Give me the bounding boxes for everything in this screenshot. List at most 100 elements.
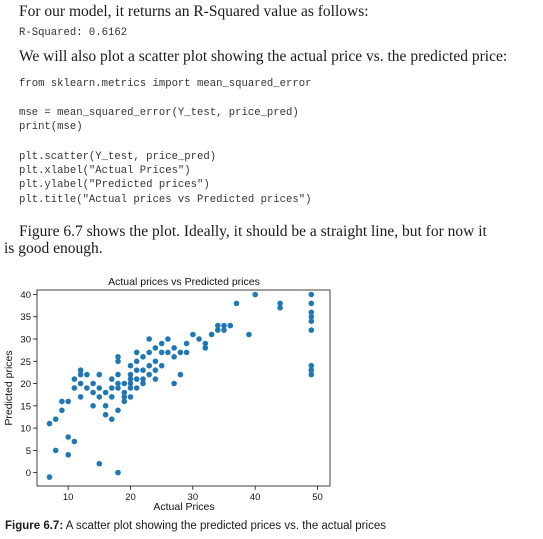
scatter-point xyxy=(152,358,159,365)
scatter-chart: Actual prices vs Predicted prices 10 20 30… xyxy=(3,276,331,513)
scatter-point xyxy=(121,389,128,396)
scatter-point xyxy=(221,322,227,329)
scatter-point xyxy=(109,376,115,382)
scatter-point xyxy=(90,380,96,387)
scatter-point xyxy=(127,385,134,391)
scatter-point xyxy=(115,385,121,391)
scatter-point xyxy=(52,447,59,454)
scatter-point xyxy=(308,309,315,316)
data-points xyxy=(46,291,315,480)
x-tick-label: 40 xyxy=(250,492,261,503)
scatter-point xyxy=(65,452,71,458)
scatter-point xyxy=(102,389,109,396)
paragraph-3-line1: Figure 6.7 shows the plot. Ideally, it s… xyxy=(19,223,487,240)
scatter-point xyxy=(146,371,152,378)
scatter-point xyxy=(183,349,190,356)
scatter-point xyxy=(196,336,202,342)
scatter-point xyxy=(71,376,78,382)
scatter-point xyxy=(308,313,315,320)
scatter-point xyxy=(84,385,90,391)
scatter-point xyxy=(308,300,315,307)
scatter-point xyxy=(165,336,171,342)
scatter-point xyxy=(152,367,159,373)
scatter-point xyxy=(90,389,96,396)
scatter-point xyxy=(308,362,315,369)
scatter-point xyxy=(121,394,128,400)
scatter-point xyxy=(252,291,258,298)
scatter-point xyxy=(133,349,140,356)
code-plot-line3: plt.ylabel("Predicted prices") xyxy=(19,179,210,191)
scatter-point xyxy=(84,371,90,378)
scatter-point xyxy=(152,376,159,382)
scatter-point xyxy=(277,300,283,307)
scatter-point xyxy=(308,291,315,298)
scatter-point xyxy=(96,371,103,378)
scatter-point xyxy=(140,367,146,373)
scatter-point xyxy=(246,331,252,338)
scatter-point xyxy=(127,380,134,387)
code-r-squared: R-Squared: 0.6162 xyxy=(19,27,128,39)
scatter-point xyxy=(115,358,121,365)
scatter-point xyxy=(183,340,190,347)
scatter-point xyxy=(152,345,159,351)
scatter-point xyxy=(115,371,121,378)
caption-text: A scatter plot showing the predicted pri… xyxy=(63,520,386,532)
scatter-point xyxy=(102,403,109,409)
scatter-point xyxy=(77,367,84,373)
scatter-point xyxy=(127,394,134,400)
scatter-point xyxy=(52,416,59,422)
figure-caption: Figure 6.7: A scatter plot showing the p… xyxy=(5,520,386,532)
y-tick-label: 20 xyxy=(20,379,31,390)
scatter-point xyxy=(215,322,221,329)
y-tick-label: 10 xyxy=(20,424,31,435)
scatter-point xyxy=(96,394,103,400)
scatter-point xyxy=(221,327,227,333)
y-tick-label: 0 xyxy=(26,468,31,479)
chart-title: Actual prices vs Predicted prices xyxy=(108,276,260,288)
scatter-point xyxy=(190,331,196,338)
y-tick-label: 5 xyxy=(26,446,31,457)
x-tick-label: 50 xyxy=(312,492,323,503)
y-tick-label: 25 xyxy=(20,357,31,368)
scatter-point xyxy=(308,318,315,324)
scatter-point xyxy=(115,354,121,360)
scatter-point xyxy=(121,398,128,405)
scatter-point xyxy=(158,349,165,356)
scatter-point xyxy=(46,420,53,427)
scatter-point xyxy=(71,385,78,391)
scatter-point xyxy=(127,376,134,382)
scatter-point xyxy=(146,362,152,369)
y-axis: 0 5 10 15 20 25 30 35 40 xyxy=(20,290,37,479)
scatter-point xyxy=(109,394,115,400)
scatter-point xyxy=(109,416,115,422)
scatter-point xyxy=(171,380,177,387)
scatter-point xyxy=(158,340,165,347)
y-axis-label: Predicted prices xyxy=(3,350,15,425)
x-axis: 10 20 30 40 50 xyxy=(63,486,323,503)
scatter-point xyxy=(202,340,209,347)
scatter-point xyxy=(133,385,140,391)
scatter-point xyxy=(233,300,240,307)
scatter-point xyxy=(121,380,128,387)
x-tick-label: 10 xyxy=(63,492,74,503)
scatter-point xyxy=(102,411,109,418)
scatter-point xyxy=(133,376,140,382)
code-plot-line4: plt.title("Actual prices vs Predicted pr… xyxy=(19,194,312,206)
scatter-point xyxy=(133,358,140,365)
scatter-point xyxy=(77,394,84,400)
paragraph-3-line2: is good enough. xyxy=(4,240,103,257)
scatter-point xyxy=(65,434,71,440)
scatter-point xyxy=(59,407,65,414)
scatter-point xyxy=(109,385,115,391)
scatter-point xyxy=(115,469,121,476)
code-mse-line1: mse = mean_squared_error(Y_test, price_p… xyxy=(19,107,299,119)
paragraph-2: We will also plot a scatter plot showing… xyxy=(19,48,508,65)
x-tick-label: 20 xyxy=(125,492,136,503)
x-axis-label: Actual Prices xyxy=(153,501,214,513)
scatter-point xyxy=(140,354,146,360)
scatter-point xyxy=(127,371,134,378)
y-tick-label: 15 xyxy=(20,401,31,412)
code-plot-line2: plt.xlabel("Actual Prices") xyxy=(19,165,191,177)
caption-label: Figure 6.7: xyxy=(5,520,64,532)
scatter-point xyxy=(77,380,84,387)
